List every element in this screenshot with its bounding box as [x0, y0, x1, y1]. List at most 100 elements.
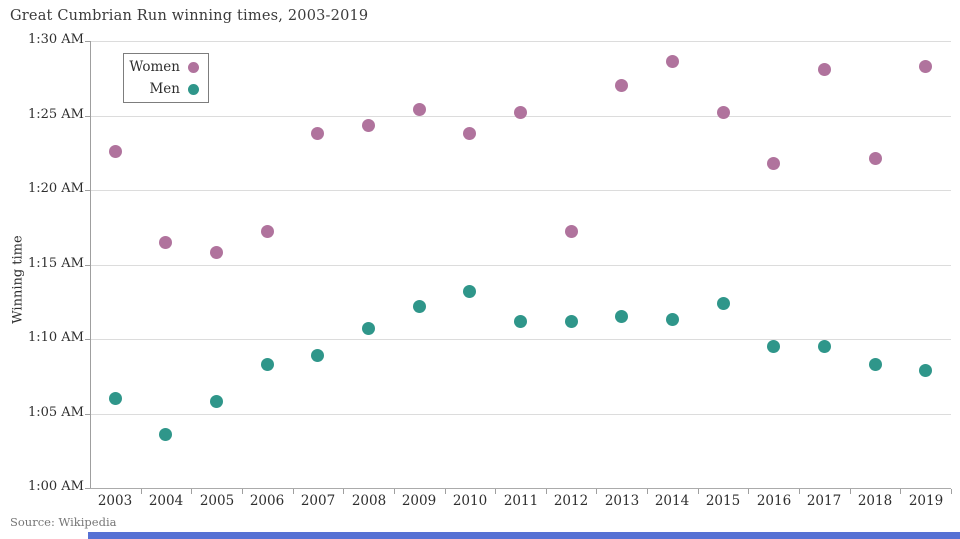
y-tick-label: 1:00 AM [27, 479, 84, 494]
point-men-2009 [413, 300, 426, 313]
y-tick-mark [85, 339, 90, 340]
point-women-2010 [463, 127, 476, 140]
legend-label-women: Women [129, 59, 180, 75]
x-tick-mark [495, 489, 496, 494]
x-tick-mark [293, 489, 294, 494]
point-women-2019 [919, 60, 932, 73]
point-men-2003 [109, 392, 122, 405]
x-tick-label: 2015 [705, 493, 741, 509]
y-axis-title: Winning time [10, 235, 26, 324]
y-tick-mark [85, 265, 90, 266]
point-men-2006 [261, 358, 274, 371]
y-tick-label: 1:30 AM [27, 32, 84, 47]
chart-title: Great Cumbrian Run winning times, 2003-2… [10, 8, 369, 24]
point-women-2008 [362, 119, 375, 132]
x-tick-mark [141, 489, 142, 494]
bottom-scrollbar[interactable] [88, 532, 960, 539]
x-tick-mark [900, 489, 901, 494]
x-tick-label: 2011 [503, 493, 539, 509]
point-women-2012 [565, 225, 578, 238]
x-tick-mark [394, 489, 395, 494]
legend: Women Men [123, 53, 209, 103]
point-women-2007 [311, 127, 324, 140]
x-tick-mark [445, 489, 446, 494]
gridline-1-15-am [90, 265, 951, 266]
x-tick-mark [191, 489, 192, 494]
point-men-2014 [666, 313, 679, 326]
x-tick-label: 2014 [654, 493, 690, 509]
point-women-2015 [717, 106, 730, 119]
x-tick-label: 2018 [857, 493, 893, 509]
point-women-2017 [818, 63, 831, 76]
x-tick-label: 2008 [351, 493, 387, 509]
point-women-2009 [413, 103, 426, 116]
x-tick-label: 2009 [401, 493, 437, 509]
x-tick-mark [242, 489, 243, 494]
legend-item-women: Women [124, 58, 199, 76]
gridline-1-20-am [90, 190, 951, 191]
point-men-2012 [565, 315, 578, 328]
point-women-2011 [514, 106, 527, 119]
x-tick-label: 2010 [452, 493, 488, 509]
x-tick-label: 2005 [199, 493, 235, 509]
point-women-2014 [666, 55, 679, 68]
x-tick-mark [850, 489, 851, 494]
x-tick-label: 2013 [604, 493, 640, 509]
x-tick-mark [951, 489, 952, 494]
point-men-2007 [311, 349, 324, 362]
x-tick-mark [343, 489, 344, 494]
x-tick-mark [799, 489, 800, 494]
point-women-2016 [767, 157, 780, 170]
y-tick-mark [85, 41, 90, 42]
legend-label-men: Men [149, 81, 180, 97]
y-tick-mark [85, 116, 90, 117]
y-tick-label: 1:15 AM [27, 256, 84, 271]
point-women-2004 [159, 236, 172, 249]
gridline-1-05-am [90, 414, 951, 415]
x-tick-mark [698, 489, 699, 494]
y-tick-label: 1:20 AM [27, 181, 84, 196]
x-tick-mark [546, 489, 547, 494]
legend-dot-women-icon [188, 61, 199, 73]
x-tick-label: 2019 [908, 493, 944, 509]
point-men-2010 [463, 285, 476, 298]
point-men-2017 [818, 340, 831, 353]
point-men-2013 [615, 310, 628, 323]
y-tick-mark [85, 190, 90, 191]
source-text: Source: Wikipedia [10, 515, 117, 529]
x-tick-label: 2003 [97, 493, 133, 509]
point-women-2006 [261, 225, 274, 238]
point-men-2008 [362, 322, 375, 335]
point-men-2019 [919, 364, 932, 377]
y-tick-label: 1:25 AM [27, 107, 84, 122]
legend-dot-men-icon [188, 83, 199, 95]
point-women-2005 [210, 246, 223, 259]
point-women-2018 [869, 152, 882, 165]
y-tick-label: 1:10 AM [27, 330, 84, 345]
y-axis-line [90, 41, 91, 488]
point-men-2018 [869, 358, 882, 371]
point-women-2003 [109, 145, 122, 158]
point-men-2011 [514, 315, 527, 328]
x-axis-line [90, 488, 951, 489]
y-tick-mark [85, 414, 90, 415]
point-men-2016 [767, 340, 780, 353]
x-tick-label: 2007 [300, 493, 336, 509]
x-tick-mark [647, 489, 648, 494]
legend-item-men: Men [124, 80, 199, 98]
point-men-2015 [717, 297, 730, 310]
x-tick-mark [596, 489, 597, 494]
point-women-2013 [615, 79, 628, 92]
y-tick-mark [85, 488, 90, 489]
x-tick-mark [748, 489, 749, 494]
gridline-1-30-am [90, 41, 951, 42]
x-tick-label: 2016 [756, 493, 792, 509]
point-men-2005 [210, 395, 223, 408]
x-tick-label: 2017 [806, 493, 842, 509]
x-tick-label: 2006 [249, 493, 285, 509]
x-tick-label: 2012 [553, 493, 589, 509]
y-tick-label: 1:05 AM [27, 405, 84, 420]
gridline-1-10-am [90, 339, 951, 340]
x-tick-label: 2004 [148, 493, 184, 509]
